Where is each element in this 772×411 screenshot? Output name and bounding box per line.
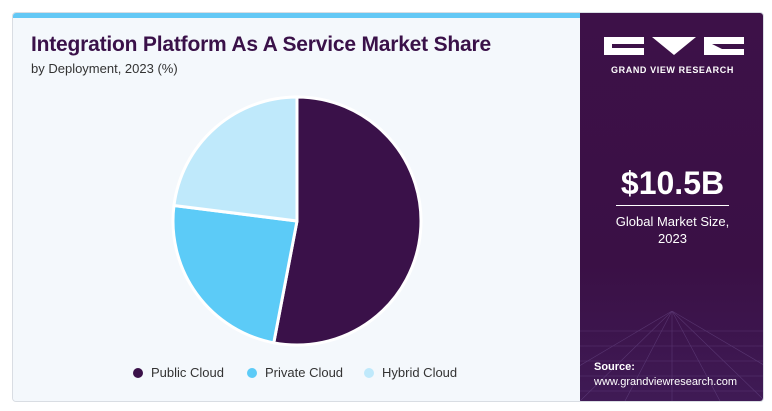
grand-view-research-logo [604,37,744,55]
market-size-label: Global Market Size, 2023 [580,213,763,247]
market-size-label-line1: Global Market Size, [615,214,730,229]
legend-swatch-hybrid-cloud [364,367,374,378]
info-sidebar: GRAND VIEW RESEARCH $10.5B Global Market… [580,13,763,401]
chart-subtitle: by Deployment, 2023 (%) [31,61,178,76]
pie-slice-private-cloud [171,203,299,345]
pie-slice-hybrid-cloud [172,95,299,223]
source-url[interactable]: www.grandviewresearch.com [594,376,738,388]
brand-name: GRAND VIEW RESEARCH [611,65,734,75]
market-size-value: $10.5B [620,165,725,201]
source-label: Source: [594,361,635,373]
grid-pattern-decoration [580,311,763,401]
legend-item-private-cloud: Private Cloud [247,365,343,380]
top-accent-stripe [13,13,580,18]
chart-panel: Integration Platform As A Service Market… [13,13,580,401]
infographic-card: Integration Platform As A Service Market… [12,12,764,402]
legend-swatch-private-cloud [247,367,257,378]
legend-item-public-cloud: Public Cloud [133,365,224,380]
legend-label-private-cloud: Private Cloud [265,365,344,380]
pie-slice-public-cloud [272,95,423,347]
market-size-label-line2: 2023 [658,231,687,246]
chart-title: Integration Platform As A Service Market… [31,33,491,56]
legend-swatch-public-cloud [133,367,143,378]
legend-label-public-cloud: Public Cloud [151,365,224,380]
pie-chart [171,95,423,347]
legend-label-hybrid-cloud: Hybrid Cloud [382,365,458,380]
value-divider [616,205,729,206]
legend-item-hybrid-cloud: Hybrid Cloud [364,365,457,380]
chart-legend: Public Cloud Private Cloud Hybrid Cloud [13,365,580,385]
